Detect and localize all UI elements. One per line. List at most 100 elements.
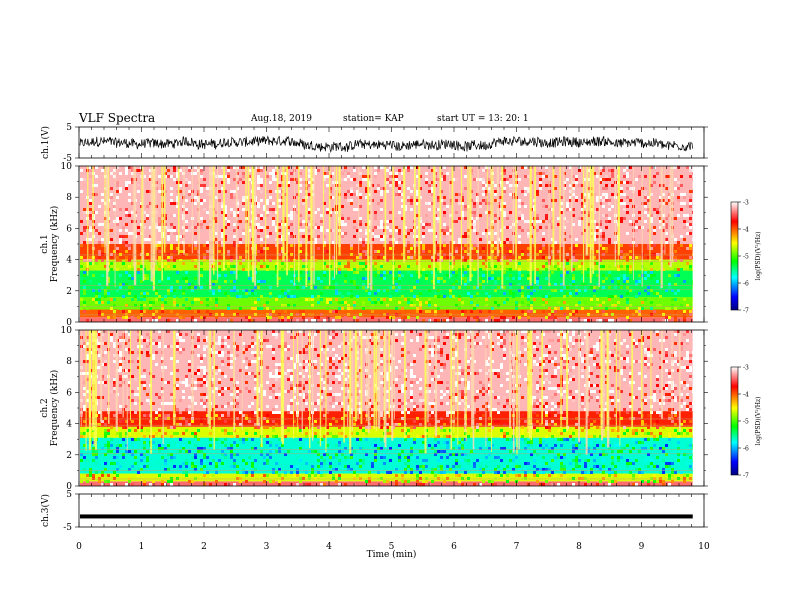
- spectrogram-cell: [329, 423, 332, 426]
- spectrogram-cell: [374, 330, 377, 333]
- spectrogram-cell: [86, 459, 89, 462]
- spectrogram-cell: [245, 381, 248, 384]
- spectrogram-cell: [308, 181, 311, 184]
- spectrogram-cell: [143, 447, 146, 450]
- impulse-streak: [298, 166, 300, 283]
- spectrogram-cell: [536, 280, 539, 283]
- spectrogram-cell: [227, 169, 230, 172]
- spectrogram-cell: [278, 480, 281, 483]
- spectrogram-cell: [572, 181, 575, 184]
- spectrogram-cell: [380, 456, 383, 459]
- spectrogram-cell: [128, 360, 131, 363]
- spectrogram-cell: [131, 316, 134, 319]
- spectrogram-cell: [104, 384, 107, 387]
- spectrogram-cell: [128, 441, 131, 444]
- spectrogram-cell: [281, 477, 284, 480]
- spectrogram-cell: [194, 247, 197, 250]
- spectrogram-cell: [80, 453, 83, 456]
- impulse-streak: [589, 166, 592, 284]
- spectrogram-cell: [659, 184, 662, 187]
- spectrogram-cell: [101, 333, 104, 336]
- spectrogram-cell: [194, 345, 197, 348]
- spectrogram-cell: [356, 265, 359, 268]
- spectrogram-cell: [530, 310, 533, 313]
- impulse-streak: [418, 166, 421, 279]
- spectrogram-cell: [479, 202, 482, 205]
- spectrogram-cell: [347, 390, 350, 393]
- spectrogram-cell: [134, 462, 137, 465]
- spectrogram-cell: [494, 232, 497, 235]
- spectrogram-cell: [155, 310, 158, 313]
- spectrogram-cell: [362, 250, 365, 253]
- spectrogram-cell: [620, 256, 623, 259]
- spectrogram-cell: [455, 247, 458, 250]
- spectrogram-cell: [638, 292, 641, 295]
- spectrogram-cell: [281, 444, 284, 447]
- spectrogram-cell: [119, 420, 122, 423]
- spectrogram-cell: [320, 450, 323, 453]
- spectrogram-cell: [572, 208, 575, 211]
- spectrogram-cell: [167, 259, 170, 262]
- spectrogram-cell: [266, 417, 269, 420]
- spectrogram-cell: [404, 235, 407, 238]
- spectrogram-cell: [419, 307, 422, 310]
- spectrogram-cell: [386, 426, 389, 429]
- spectrogram-cell: [128, 193, 131, 196]
- spectrogram-cell: [485, 190, 488, 193]
- spectrogram-cell: [266, 247, 269, 250]
- spectrogram-cell: [95, 450, 98, 453]
- spectrogram-cell: [218, 417, 221, 420]
- spectrogram-cell: [683, 313, 686, 316]
- spectrogram-cell: [398, 181, 401, 184]
- spectrogram-cell: [236, 429, 239, 432]
- spectrogram-cell: [296, 181, 299, 184]
- spectrogram-cell: [269, 292, 272, 295]
- spectrogram-cell: [338, 316, 341, 319]
- spectrogram-cell: [245, 432, 248, 435]
- spectrogram-cell: [404, 208, 407, 211]
- spectrogram-cell: [536, 283, 539, 286]
- spectrogram-cell: [452, 286, 455, 289]
- spectrogram-cell: [569, 295, 572, 298]
- spectrogram-cell: [191, 259, 194, 262]
- spectrogram-cell: [251, 319, 254, 322]
- spectrogram-cell: [368, 184, 371, 187]
- spectrogram-cell: [419, 292, 422, 295]
- spectrogram-cell: [284, 172, 287, 175]
- spectrogram-cell: [485, 271, 488, 274]
- spectrogram-cell: [233, 441, 236, 444]
- spectrogram-cell: [269, 396, 272, 399]
- spectrogram-cell: [605, 199, 608, 202]
- spectrogram-cell: [377, 226, 380, 229]
- spectrogram-cell: [110, 316, 113, 319]
- spectrogram-cell: [176, 348, 179, 351]
- spectrogram-cell: [326, 393, 329, 396]
- spectrogram-cell: [395, 307, 398, 310]
- spectrogram-cell: [230, 208, 233, 211]
- spectrogram-cell: [131, 172, 134, 175]
- spectrogram-cell: [521, 190, 524, 193]
- spectrogram-cell: [140, 351, 143, 354]
- spectrogram-cell: [287, 345, 290, 348]
- spectrogram-cell: [596, 229, 599, 232]
- spectrogram-cell: [620, 220, 623, 223]
- spectrogram-cell: [194, 319, 197, 322]
- spectrogram-cell: [290, 244, 293, 247]
- spectrogram-cell: [317, 363, 320, 366]
- spectrogram-cell: [308, 474, 311, 477]
- spectrogram-cell: [119, 229, 122, 232]
- spectrogram-cell: [380, 477, 383, 480]
- spectrogram-cell: [650, 313, 653, 316]
- spectrogram-cell: [257, 250, 260, 253]
- spectrogram-cell: [146, 319, 149, 322]
- spectrogram-cell: [179, 316, 182, 319]
- spectrogram-cell: [266, 456, 269, 459]
- spectrogram-cell: [287, 429, 290, 432]
- spectrogram-cell: [185, 381, 188, 384]
- spectrogram-cell: [266, 381, 269, 384]
- spectrogram-cell: [215, 342, 218, 345]
- spectrogram-cell: [350, 393, 353, 396]
- spectrogram-cell: [203, 345, 206, 348]
- spectrogram-cell: [179, 423, 182, 426]
- spectrogram-cell: [128, 247, 131, 250]
